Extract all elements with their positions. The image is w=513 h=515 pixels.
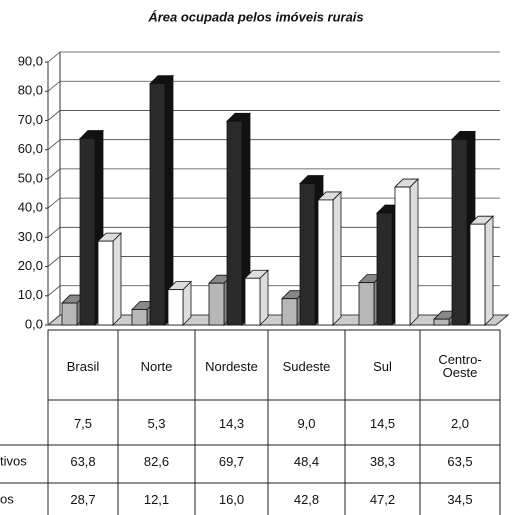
bar bbox=[451, 139, 468, 326]
bar bbox=[299, 183, 316, 326]
value-label: 47,2 bbox=[369, 491, 396, 507]
row-label: os bbox=[0, 491, 14, 506]
bar bbox=[79, 138, 96, 326]
bar-side bbox=[112, 232, 122, 326]
value-label: 28,7 bbox=[70, 491, 96, 507]
y-tick-label: 70,0 bbox=[18, 112, 43, 127]
y-tick-label: 90,0 bbox=[18, 53, 43, 68]
grid-line bbox=[47, 197, 500, 209]
category-label: Norte bbox=[140, 358, 173, 374]
value-label: 9,0 bbox=[297, 415, 316, 431]
chart-title: Área ocupada pelos imóveis rurais bbox=[147, 9, 363, 24]
row-label: tivos bbox=[0, 453, 27, 468]
bar bbox=[149, 83, 166, 326]
value-label: 7,5 bbox=[73, 415, 93, 431]
grid-line bbox=[47, 51, 500, 63]
bar bbox=[281, 298, 298, 326]
bar bbox=[226, 120, 243, 326]
bar bbox=[317, 199, 334, 326]
y-tick-label: 30,0 bbox=[18, 229, 43, 244]
value-label: 69,7 bbox=[218, 453, 245, 469]
y-tick-label: 80,0 bbox=[18, 83, 43, 98]
back-wall bbox=[59, 52, 500, 316]
grid-line bbox=[47, 285, 500, 297]
bar bbox=[131, 309, 148, 326]
bar bbox=[208, 282, 225, 326]
bar bbox=[469, 223, 486, 326]
grid-line bbox=[47, 139, 500, 150]
bar-side bbox=[409, 178, 419, 326]
value-label: 63,8 bbox=[70, 453, 96, 469]
bar bbox=[97, 240, 114, 326]
y-tick-label: 60,0 bbox=[18, 141, 43, 156]
value-label: 16,0 bbox=[218, 491, 245, 507]
value-label: 82,6 bbox=[143, 453, 170, 469]
bar bbox=[61, 302, 78, 326]
bar bbox=[167, 289, 184, 326]
value-label: 42,8 bbox=[293, 491, 320, 507]
grid-line bbox=[47, 226, 500, 238]
bar bbox=[376, 212, 393, 326]
value-label: 14,5 bbox=[369, 415, 396, 431]
value-label: 2,0 bbox=[450, 415, 470, 431]
category-label: Sudeste bbox=[282, 358, 331, 374]
y-tick-label: 40,0 bbox=[18, 200, 43, 215]
y-tick-label: 10,0 bbox=[18, 287, 43, 302]
grid-line bbox=[47, 80, 500, 92]
category-label: Centro-Oeste bbox=[438, 352, 482, 380]
category-label: Sul bbox=[373, 358, 392, 374]
bar-side bbox=[332, 190, 342, 326]
bar bbox=[358, 282, 375, 326]
bar-side bbox=[484, 215, 494, 326]
value-label: 48,4 bbox=[293, 453, 320, 469]
bar bbox=[394, 186, 411, 326]
grid-line bbox=[47, 168, 500, 180]
category-label: Nordeste bbox=[205, 358, 258, 374]
value-label: 63,5 bbox=[447, 453, 473, 469]
y-tick-label: 50,0 bbox=[18, 170, 43, 185]
value-label: 12,1 bbox=[143, 491, 170, 507]
value-label: 38,3 bbox=[369, 453, 396, 469]
category-label: Brasil bbox=[66, 358, 100, 374]
grid-line bbox=[47, 314, 500, 326]
value-label: 14,3 bbox=[218, 415, 245, 431]
value-label: 5,3 bbox=[147, 415, 166, 431]
bar-side bbox=[259, 269, 269, 326]
grid-line bbox=[47, 110, 500, 121]
bar bbox=[433, 318, 450, 326]
y-tick-label: 0,0 bbox=[25, 316, 43, 331]
y-tick-label: 20,0 bbox=[18, 258, 43, 273]
value-label: 34,5 bbox=[447, 491, 473, 507]
bar bbox=[244, 277, 261, 326]
grid-line bbox=[47, 256, 500, 267]
